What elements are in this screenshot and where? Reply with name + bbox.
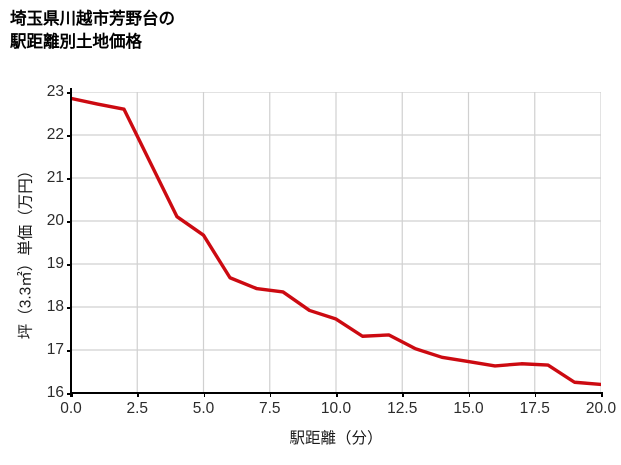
price-line-series (71, 96, 601, 387)
x-tick-label: 5.0 (192, 400, 215, 417)
y-tick-label: 16 (46, 384, 64, 401)
x-tick-label: 7.5 (258, 400, 281, 417)
plot-area (67, 88, 603, 397)
y-tick-label: 21 (46, 169, 64, 186)
x-tick-mark (71, 393, 73, 397)
y-tick-label: 17 (46, 341, 64, 358)
y-tick-label: 19 (46, 255, 64, 272)
x-tick-label: 17.5 (519, 400, 550, 417)
x-tick-mark (203, 393, 206, 397)
x-tick-mark (336, 393, 338, 397)
x-tick-label: 0.0 (60, 400, 82, 417)
y-tick-label: 18 (46, 298, 64, 315)
y-tick-mark (67, 393, 71, 395)
x-tick-mark (137, 393, 139, 397)
x-tick-mark (269, 393, 272, 397)
y-tick-mark (67, 92, 71, 94)
y-axis-tick-labels: 16 17 18 19 20 21 22 23 (14, 84, 64, 400)
y-tick-mark (67, 350, 71, 352)
y-tick-mark (67, 178, 71, 180)
x-tick-label: 20.0 (585, 400, 617, 417)
page-title: 埼玉県川越市芳野台の 駅距離別土地価格 (10, 10, 175, 51)
y-tick-mark (67, 221, 71, 223)
y-axis-title: 坪（3.3㎡）単価（万円） (17, 162, 35, 340)
x-tick-mark (534, 393, 537, 397)
x-axis-title: 駅距離（分） (289, 430, 383, 447)
x-tick-mark (601, 393, 603, 397)
y-tick-mark (67, 264, 71, 266)
x-axis-tick-labels: 0.0 2.5 5.0 7.5 10.0 12.5 15.0 17.5 20.0 (60, 400, 616, 423)
x-tick-mark (402, 393, 404, 397)
y-axis-spine (70, 88, 73, 397)
y-tick-label: 22 (46, 126, 64, 143)
x-tick-label: 15.0 (453, 400, 484, 417)
y-tick-mark (67, 307, 71, 309)
y-tick-mark (67, 135, 71, 137)
x-tick-label: 10.0 (320, 400, 352, 417)
y-tick-label: 23 (46, 83, 64, 100)
x-tick-mark (468, 393, 471, 397)
x-tick-label: 2.5 (126, 400, 149, 417)
x-tick-label: 12.5 (387, 400, 418, 417)
line-chart-svg (71, 92, 601, 393)
y-tick-label: 20 (46, 212, 64, 229)
vertical-gridlines (71, 92, 601, 393)
